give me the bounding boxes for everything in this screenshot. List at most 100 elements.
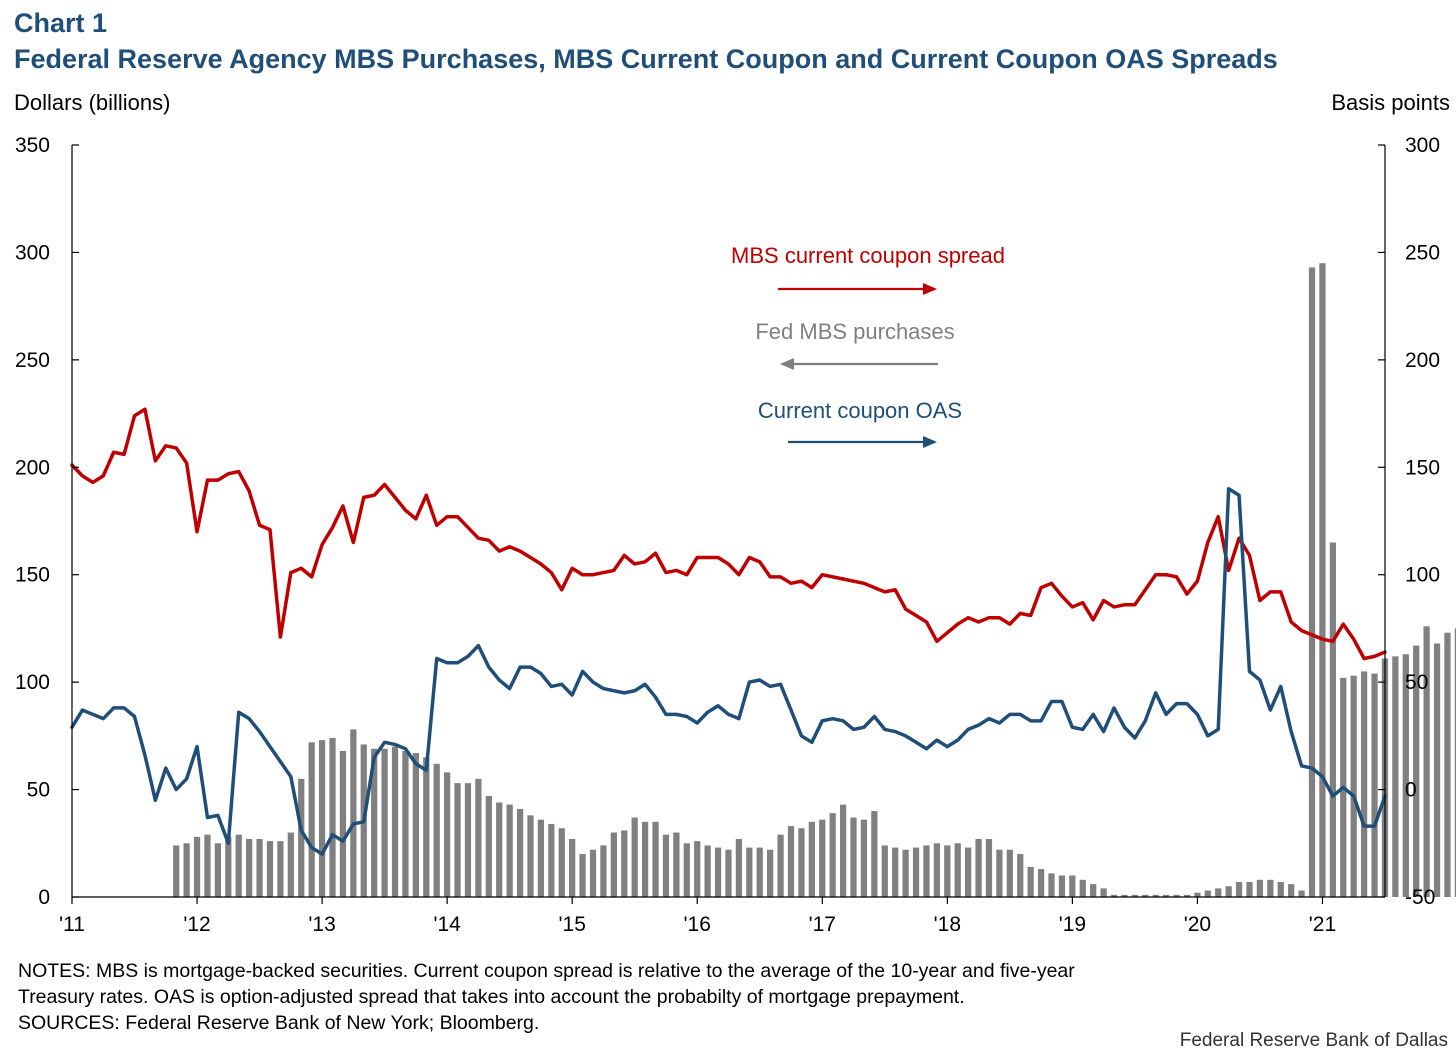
fed-purchase-bar — [371, 748, 378, 897]
fed-purchase-bar — [173, 845, 180, 897]
fed-purchase-bar — [641, 821, 649, 897]
chart-number: Chart 1 — [14, 8, 108, 38]
fed-purchase-bar — [1173, 894, 1180, 897]
fed-purchase-bar — [412, 753, 419, 897]
fed-purchase-bar — [193, 836, 201, 897]
fed-purchase-bar — [246, 838, 253, 897]
x-tick-label: '12 — [183, 913, 210, 936]
fed-purchase-bar — [600, 845, 607, 897]
left-axis-unit: Dollars (billions) — [14, 90, 171, 115]
right-tick-label: 0 — [1405, 779, 1417, 802]
fed-purchase-bar — [454, 783, 461, 897]
notes-line-1: NOTES: MBS is mortgage-backed securities… — [18, 960, 1075, 982]
fed-purchase-bar — [787, 826, 795, 897]
fed-purchase-bar — [381, 748, 388, 897]
fed-purchase-bar — [871, 811, 878, 897]
fed-purchase-bar — [1183, 894, 1191, 897]
x-tick-label: '19 — [1059, 913, 1086, 936]
x-tick-label: '16 — [684, 913, 711, 936]
fed-purchase-bar — [569, 838, 576, 897]
fed-purchase-bar — [912, 847, 920, 897]
right-tick-label: 300 — [1405, 134, 1440, 157]
fed-purchase-bar — [1069, 875, 1076, 897]
x-tick-label: '14 — [433, 913, 461, 936]
x-tick-label: '11 — [59, 913, 85, 936]
fed-purchase-bar — [287, 832, 294, 897]
fed-purchase-bar — [819, 819, 826, 897]
left-tick-label: 200 — [15, 456, 50, 479]
fed-purchase-bar — [402, 750, 409, 897]
fed-purchase-bar — [902, 849, 909, 897]
fed-purchase-bar — [850, 817, 857, 897]
fed-purchase-bar — [756, 847, 763, 897]
fed-purchase-bar — [735, 838, 743, 897]
fed-purchase-bar — [829, 813, 836, 897]
fed-purchase-bar — [683, 843, 690, 897]
fed-purchase-bar — [475, 778, 482, 897]
right-tick-label: 50 — [1405, 671, 1428, 694]
fed-purchase-bar — [1121, 894, 1128, 897]
fed-purchase-bar — [1444, 632, 1451, 897]
fed-purchase-bar — [746, 847, 753, 897]
fed-purchase-bar — [1027, 866, 1034, 897]
fed-purchase-bar — [1058, 875, 1066, 897]
fed-purchase-bar — [1142, 894, 1149, 897]
fed-purchase-bar — [308, 742, 315, 897]
fed-purchase-bar — [485, 796, 492, 897]
fed-purchase-bar — [183, 843, 190, 897]
x-tick-label: '13 — [308, 913, 335, 936]
fed-purchase-bar — [1371, 673, 1378, 897]
fed-purchase-bar — [1267, 879, 1274, 897]
fed-purchase-bar — [808, 821, 815, 897]
fed-purchase-bar — [1392, 656, 1399, 897]
right-axis-unit: Basis points — [1331, 90, 1450, 115]
fed-purchase-bar — [767, 849, 774, 897]
left-tick-label: 300 — [15, 241, 50, 264]
fed-purchase-bar — [1194, 892, 1201, 897]
fed-purchase-bar — [339, 750, 347, 897]
fed-purchase-bar — [537, 819, 545, 897]
fed-purchase-bar — [214, 843, 222, 897]
fed-purchase-bar — [652, 821, 659, 897]
fed-purchase-bar — [1246, 881, 1253, 897]
fed-purchase-bar — [527, 815, 534, 897]
fed-purchase-bar — [1017, 854, 1024, 897]
chart-title: Federal Reserve Agency MBS Purchases, MB… — [14, 44, 1278, 74]
fed-purchase-bar — [1215, 888, 1222, 897]
x-tick-label: '17 — [809, 913, 836, 936]
fed-purchase-bar — [433, 763, 440, 897]
fed-mbs-purchases-bars — [173, 263, 1456, 898]
fed-purchase-bar — [933, 843, 940, 897]
fed-purchase-bar — [1100, 888, 1107, 897]
fed-purchase-bar — [350, 729, 357, 897]
fed-purchase-bar — [516, 808, 524, 897]
mbs-current-coupon-spread-annotation: MBS current coupon spread — [731, 243, 1005, 268]
fed-purchase-bar — [256, 838, 263, 897]
x-tick-label: '18 — [934, 913, 961, 936]
fed-purchase-bar — [1225, 886, 1232, 897]
right-tick-label: -50 — [1405, 886, 1435, 909]
fed-purchase-bar — [589, 849, 597, 897]
fed-purchase-bar — [318, 740, 326, 897]
current-coupon-oas-line — [70, 487, 1387, 856]
fed-purchase-bar — [1204, 890, 1211, 897]
fed-purchase-bar — [673, 832, 680, 897]
fed-purchase-bar — [1298, 890, 1305, 897]
credit-line: Federal Reserve Bank of Dallas — [1179, 1030, 1448, 1051]
fed-purchase-bar — [985, 838, 993, 897]
fed-purchase-bar — [1152, 894, 1159, 897]
current-coupon-oas-arrow-head-icon — [923, 436, 937, 448]
fed-purchase-bar — [965, 847, 972, 897]
fed-purchase-bar — [204, 834, 211, 897]
right-tick-label: 150 — [1405, 456, 1440, 479]
fed-purchase-bar — [277, 841, 284, 897]
fed-purchase-bar — [714, 847, 722, 897]
fed-purchase-bar — [725, 849, 732, 897]
fed-purchase-bar — [1131, 894, 1138, 897]
fed-purchase-bar — [610, 832, 617, 897]
fed-purchase-bar — [881, 845, 888, 897]
fed-purchase-bar — [1423, 626, 1430, 897]
fed-purchase-bar — [621, 830, 628, 897]
fed-purchase-bar — [954, 843, 961, 897]
